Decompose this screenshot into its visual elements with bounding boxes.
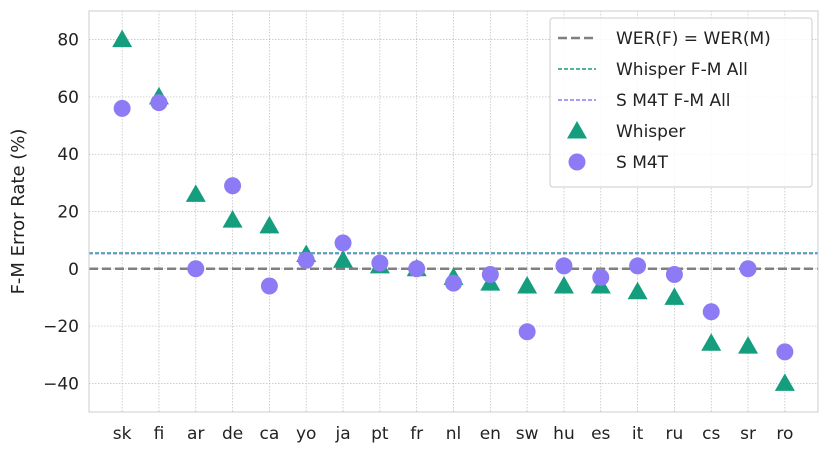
y-axis: 80 60 40 20 0 −20 −40 (43, 31, 79, 395)
y-axis-label: F-M Error Rate (%) (8, 129, 29, 295)
x-tick-label: hu (553, 424, 575, 444)
data-points (112, 29, 795, 391)
data-point-whisper (517, 275, 538, 294)
data-point-whisper (664, 287, 685, 305)
x-tick-label: ca (260, 424, 280, 444)
x-tick-label: it (632, 424, 644, 444)
legend-label: Whisper (616, 122, 685, 142)
data-point-whisper (333, 250, 354, 268)
legend: WER(F) = WER(M) Whisper F-M All S M4T F-M … (549, 17, 813, 188)
data-point-sm4t (739, 260, 757, 278)
y-tick-label: 20 (57, 203, 79, 223)
legend-label: S M4T F-M All (616, 91, 731, 111)
x-tick-label: ar (187, 424, 204, 444)
data-point-sm4t (518, 323, 536, 341)
legend-label: WER(F) = WER(M) (616, 29, 771, 49)
data-point-sm4t (408, 260, 426, 278)
data-point-sm4t (371, 254, 389, 272)
data-point-sm4t (776, 343, 794, 361)
data-point-whisper (738, 336, 759, 354)
x-tick-label: fi (154, 424, 165, 444)
data-point-whisper (627, 281, 648, 300)
x-tick-label: sr (740, 424, 756, 444)
data-point-sm4t (113, 99, 131, 117)
y-tick-label: 0 (68, 260, 79, 280)
data-point-whisper (553, 275, 574, 294)
x-tick-label: sw (516, 424, 539, 444)
x-tick-label: en (480, 424, 501, 444)
legend-label: Whisper F-M All (616, 60, 748, 80)
x-tick-label: pt (371, 424, 389, 444)
plot-frame (88, 10, 819, 413)
legend-triangle-marker (567, 121, 587, 139)
data-point-sm4t (629, 257, 647, 275)
data-point-whisper (259, 215, 280, 234)
data-point-sm4t (665, 266, 683, 284)
data-point-whisper (701, 333, 722, 351)
legend-circle-marker (568, 153, 586, 171)
data-point-sm4t (187, 260, 205, 278)
data-point-sm4t (150, 94, 168, 112)
x-tick-label: nl (446, 424, 462, 444)
x-axis: sk fi ar de ca yo ja pt fr nl en sw hu es it ru cs sr ro (113, 424, 794, 444)
data-point-whisper (112, 29, 133, 48)
data-point-sm4t (224, 177, 242, 195)
y-tick-label: −40 (43, 374, 79, 394)
x-tick-label: ru (666, 424, 684, 444)
data-point-sm4t (297, 251, 315, 269)
y-tick-label: 60 (57, 88, 79, 108)
legend-label: S M4T (616, 153, 669, 173)
x-tick-label: fr (410, 424, 423, 444)
data-point-sm4t (481, 266, 499, 284)
data-point-whisper (774, 373, 795, 391)
data-point-whisper (222, 210, 243, 228)
data-point-sm4t (445, 274, 462, 292)
y-tick-label: 80 (57, 31, 79, 51)
x-tick-label: yo (296, 424, 316, 444)
data-point-sm4t (702, 303, 720, 321)
grid (89, 11, 818, 412)
data-point-whisper (185, 184, 206, 202)
data-point-sm4t (260, 277, 278, 295)
x-tick-label: cs (702, 424, 720, 444)
y-tick-label: 40 (57, 145, 79, 165)
data-point-sm4t (555, 257, 573, 275)
data-point-sm4t (592, 268, 610, 286)
x-tick-label: ja (334, 424, 350, 444)
data-point-sm4t (334, 234, 352, 252)
x-tick-label: ro (776, 424, 793, 444)
x-tick-label: de (222, 424, 243, 444)
y-tick-label: −20 (43, 317, 79, 337)
x-tick-label: es (591, 424, 610, 444)
legend-box (549, 17, 813, 188)
x-tick-label: sk (113, 424, 132, 444)
